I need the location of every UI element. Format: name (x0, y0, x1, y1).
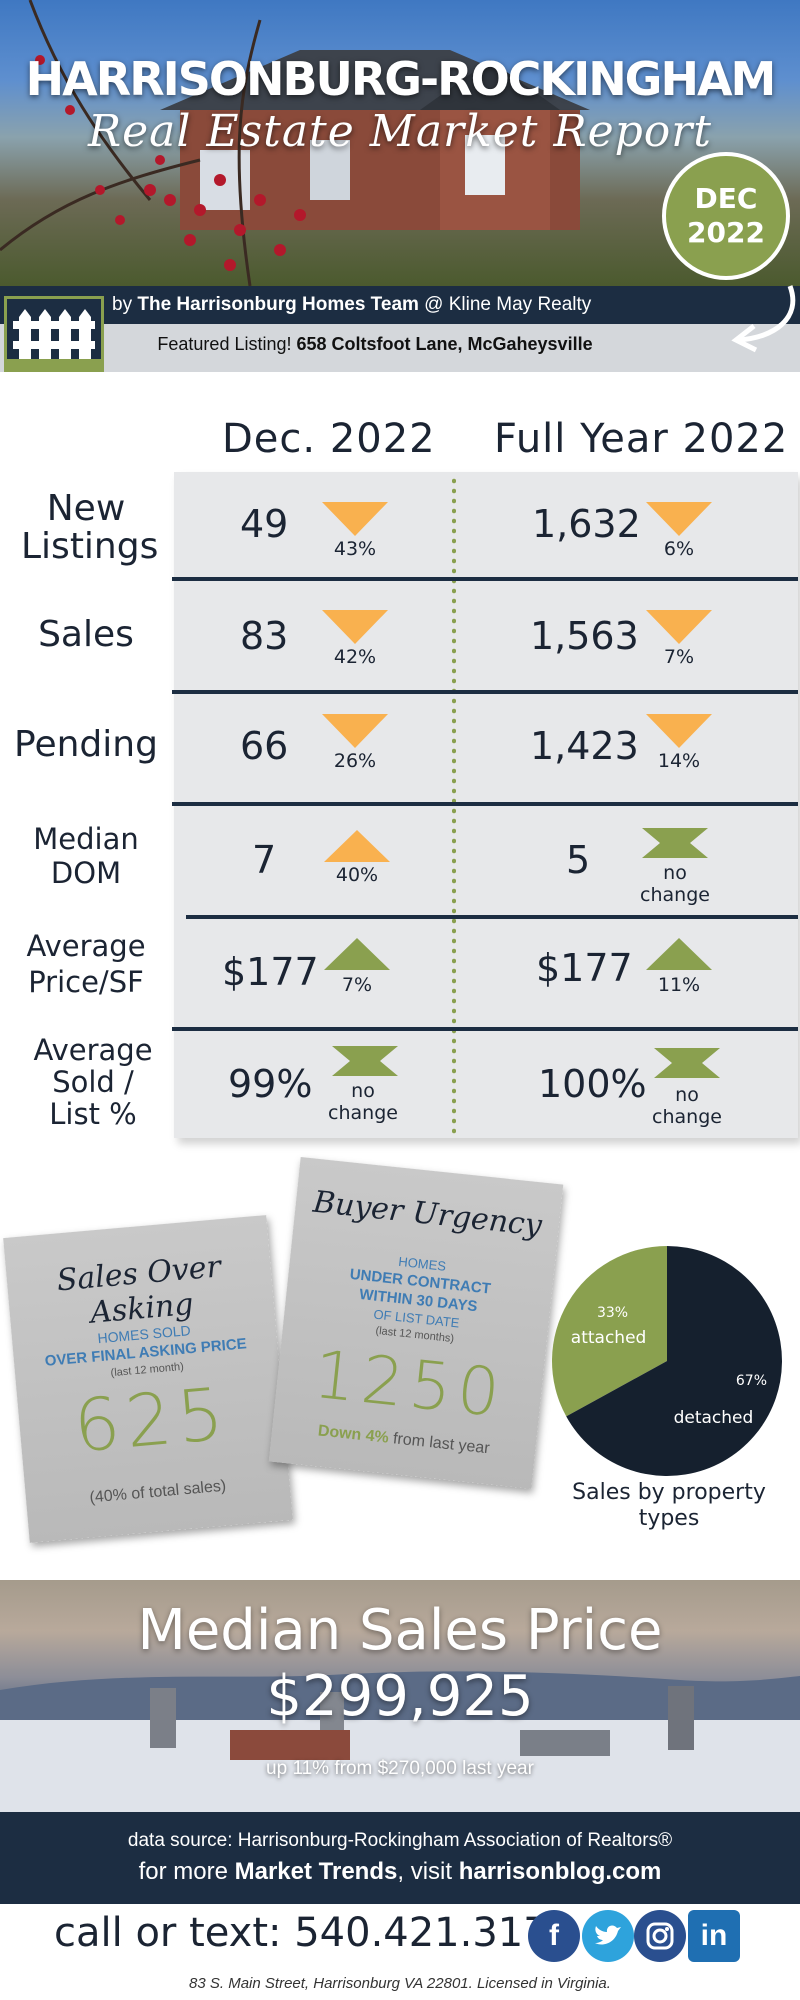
decrease-arrow-icon (646, 610, 712, 644)
sold-list-month-value: 99% (228, 1062, 313, 1106)
data-source-bar: data source: Harrisonburg-Rockingham Ass… (0, 1812, 800, 1904)
farm-landscape-photo (0, 1671, 800, 1812)
row-divider (186, 915, 798, 919)
office-address: 83 S. Main Street, Harrisonburg VA 22801… (189, 1975, 611, 1992)
column-divider (452, 476, 456, 1136)
featured-prefix: Featured Listing! (157, 334, 297, 354)
data-source-text: data source: Harrisonburg-Rockingham Ass… (127, 1830, 673, 1851)
phone-number[interactable]: call or text: 540.421.3179 (54, 1910, 575, 1956)
row-divider (172, 577, 798, 581)
property-type-pie-chart: 33% attached 67% detached (552, 1246, 782, 1476)
sold-list-month-change: no change (328, 1080, 398, 1124)
row-divider (172, 690, 798, 694)
hero-banner: HARRISONBURG-ROCKINGHAM Real Estate Mark… (0, 0, 800, 286)
report-title: HARRISONBURG-ROCKINGHAM (25, 52, 777, 106)
row-label-price-sf: Average Price/SF (26, 929, 146, 999)
median-price-value: $299,925 (266, 1664, 534, 1729)
median-dom-month-value: 7 (252, 838, 277, 882)
sales-month-change: 42% (333, 646, 377, 668)
no-change-icon (654, 1048, 720, 1078)
new-listings-month-change: 43% (333, 538, 377, 560)
column-header-year: Full Year 2022 (494, 416, 789, 462)
new-listings-year-value: 1,632 (532, 502, 641, 546)
price-sf-month-change: 7% (341, 974, 373, 996)
report-subtitle: Real Estate Market Report (87, 106, 712, 157)
buyer-urgency-card: Buyer Urgency HOMES UNDER CONTRACT WITHI… (268, 1157, 564, 1489)
increase-arrow-icon (324, 938, 390, 970)
pie-category-label: attached (571, 1328, 647, 1348)
sales-year-value: 1,563 (530, 614, 639, 658)
byline-prefix: by (112, 294, 138, 315)
new-listings-month-value: 49 (240, 502, 289, 546)
median-dom-month-change: 40% (335, 864, 379, 886)
no-change-icon (332, 1046, 398, 1076)
market-trends-link-text: for more Market Trends, visit harrisonbl… (138, 1858, 662, 1885)
pie-slice-attached (552, 1246, 667, 1417)
card-footer: (40% of total sales) (88, 1477, 227, 1507)
decrease-arrow-icon (322, 502, 388, 536)
median-price-change: up 11% from $270,000 last year (266, 1758, 534, 1779)
row-label-sales: Sales (38, 614, 134, 655)
increase-arrow-icon (646, 938, 712, 970)
pie-category-label: detached (674, 1408, 754, 1428)
sales-over-asking-card: Sales Over Asking HOMES SOLD OVER FINAL … (3, 1215, 293, 1543)
pending-year-value: 1,423 (530, 724, 639, 768)
pie-slice-detached (566, 1246, 782, 1476)
card-title: Buyer Urgency (311, 1184, 544, 1244)
twitter-icon[interactable] (582, 1910, 634, 1962)
pie-chart-title: Sales by property types (572, 1480, 766, 1531)
median-dom-year-value: 5 (566, 838, 591, 882)
featured-listing-bar[interactable]: Featured Listing! 658 Coltsfoot Lane, Mc… (0, 324, 800, 372)
badge-year: 2022 (687, 216, 765, 249)
median-sales-price-section: Median Sales Price $299,925 up 11% from … (0, 1580, 800, 1812)
linkedin-icon[interactable]: in (688, 1910, 740, 1962)
date-badge: DEC 2022 (662, 152, 790, 280)
team-logo (4, 296, 104, 372)
team-name[interactable]: The Harrisonburg Homes Team (137, 294, 419, 315)
median-price-title: Median Sales Price (137, 1598, 663, 1663)
berry-branch-photo (0, 0, 306, 286)
row-divider (172, 1027, 798, 1031)
brokerage-name: @ Kline May Realty (418, 294, 592, 315)
fence-icon (7, 309, 101, 369)
badge-month: DEC (694, 182, 758, 215)
price-sf-year-change: 11% (657, 974, 701, 996)
no-change-icon (642, 828, 708, 858)
row-label-new-listings: New Listings (21, 488, 159, 567)
price-sf-year-value: $177 (536, 946, 633, 990)
house-photo (160, 50, 590, 230)
decrease-arrow-icon (322, 610, 388, 644)
decrease-arrow-icon (646, 714, 712, 748)
column-header-month: Dec. 2022 (222, 416, 436, 462)
featured-address[interactable]: 658 Coltsfoot Lane, McGaheysville (296, 334, 593, 354)
sales-year-change: 7% (663, 646, 695, 668)
decrease-arrow-icon (322, 714, 388, 748)
row-label-sold-list: Average Sold / List % (33, 1033, 153, 1131)
row-divider (172, 802, 798, 806)
pie-value-label: 67% (736, 1373, 767, 1389)
row-label-median-dom: Median DOM (33, 822, 139, 890)
pending-year-change: 14% (657, 750, 701, 772)
pending-month-value: 66 (240, 724, 289, 768)
median-dom-year-change: no change (640, 862, 710, 906)
sales-month-value: 83 (240, 614, 289, 658)
curved-arrow-icon (731, 285, 796, 353)
website-link[interactable]: harrisonblog.com (458, 1858, 662, 1885)
sold-list-year-change: no change (652, 1084, 722, 1128)
byline-bar: by The Harrisonburg Homes Team @ Kline M… (0, 286, 800, 324)
facebook-icon[interactable]: f (528, 1910, 580, 1962)
price-sf-month-value: $177 (222, 950, 319, 994)
new-listings-year-change: 6% (663, 538, 695, 560)
instagram-icon[interactable] (634, 1910, 686, 1962)
row-label-pending: Pending (14, 724, 158, 765)
pending-month-change: 26% (333, 750, 377, 772)
decrease-arrow-icon (646, 502, 712, 536)
pie-value-label: 33% (597, 1305, 628, 1321)
sold-list-year-value: 100% (538, 1062, 647, 1106)
increase-arrow-icon (324, 830, 390, 862)
